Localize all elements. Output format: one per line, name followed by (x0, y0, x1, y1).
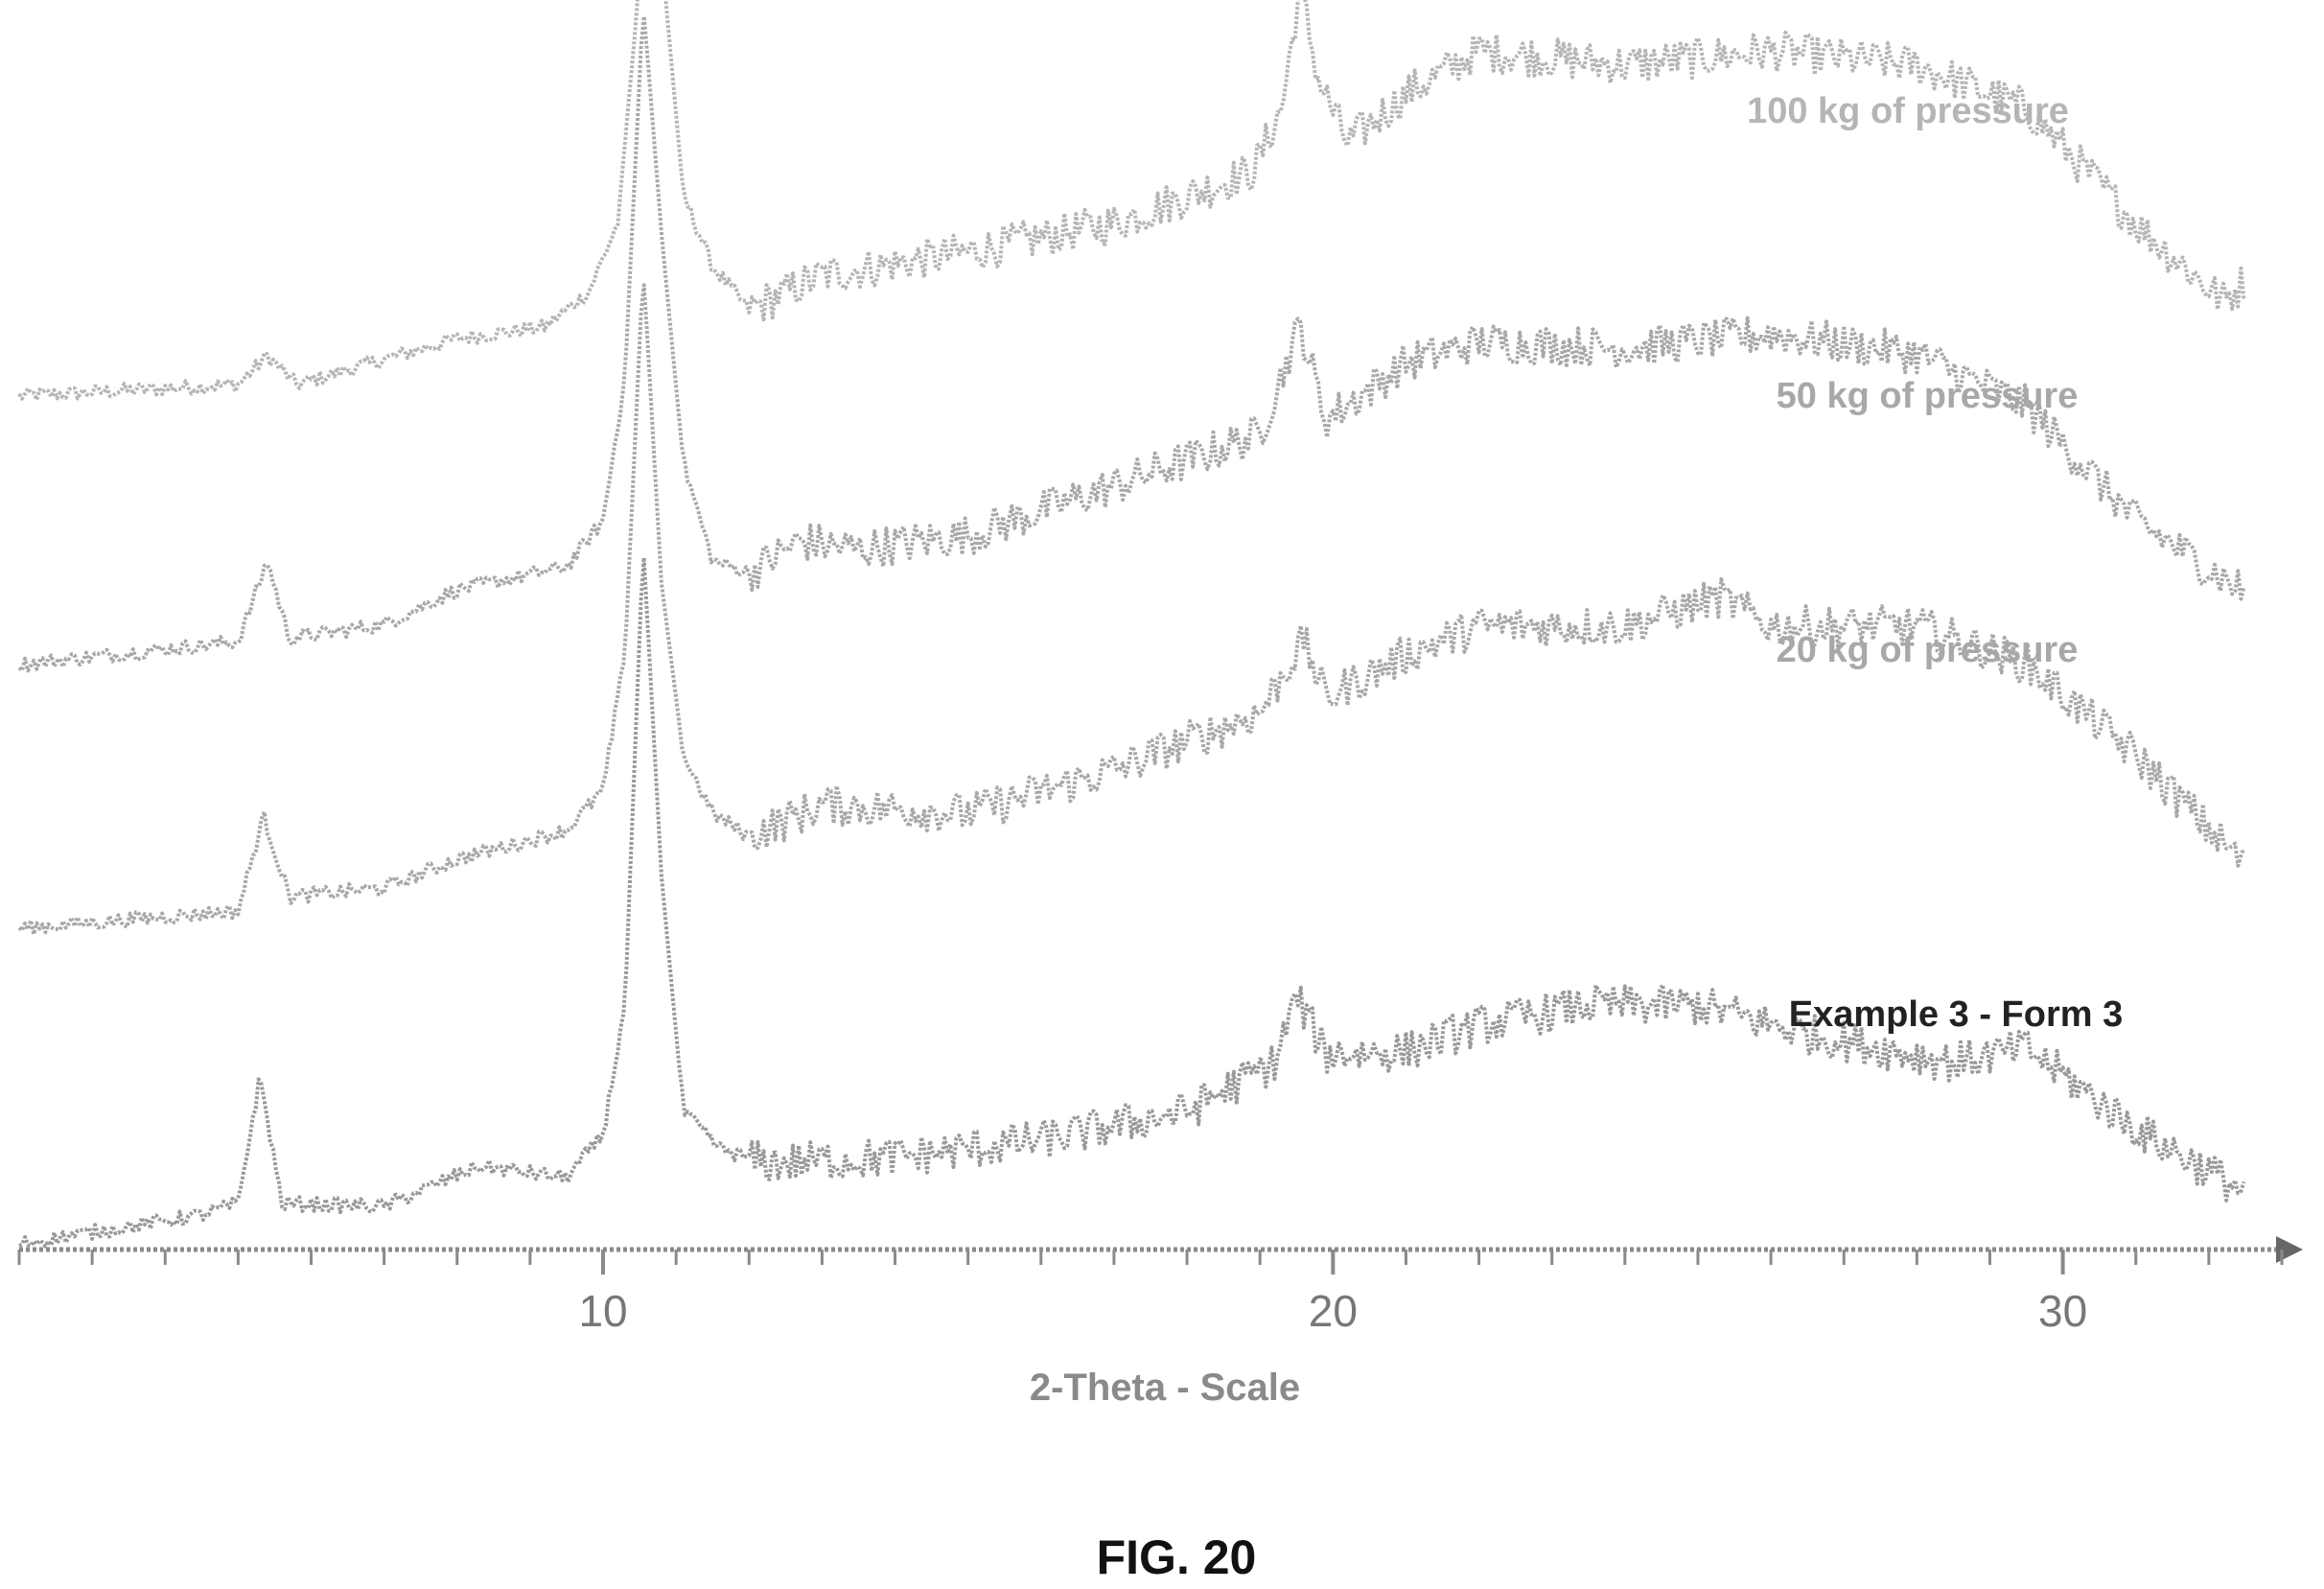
x-tick-label: 10 (578, 1286, 627, 1336)
figure-caption: FIG. 20 (1097, 1531, 1257, 1584)
series-trace-2 (17, 14, 2246, 673)
series-label-2: 50 kg of pressure (1777, 376, 2079, 416)
x-axis-tick-labels: 10 20 30 (578, 1286, 2087, 1336)
x-axis-title: 2-Theta - Scale (1030, 1367, 1300, 1409)
series-trace-4 (18, 555, 2246, 1249)
series-trace-3 (17, 283, 2246, 937)
x-tick-label: 20 (1309, 1286, 1358, 1336)
x-axis-ticks (17, 1250, 2284, 1274)
x-axis: 10 20 30 (17, 1236, 2303, 1336)
series-labels: 100 kg of pressure 50 kg of pressure 20 kg… (1747, 91, 2123, 1035)
series-label-3: 20 kg of pressure (1777, 630, 2079, 670)
series-label-1: 100 kg of pressure (1747, 91, 2069, 131)
series-label-4: Example 3 - Form 3 (1789, 994, 2123, 1035)
diffraction-traces (17, 0, 2246, 1249)
series-trace-1 (17, 0, 2246, 402)
x-axis-arrow-icon (2276, 1236, 2303, 1263)
x-tick-label: 30 (2038, 1286, 2087, 1336)
